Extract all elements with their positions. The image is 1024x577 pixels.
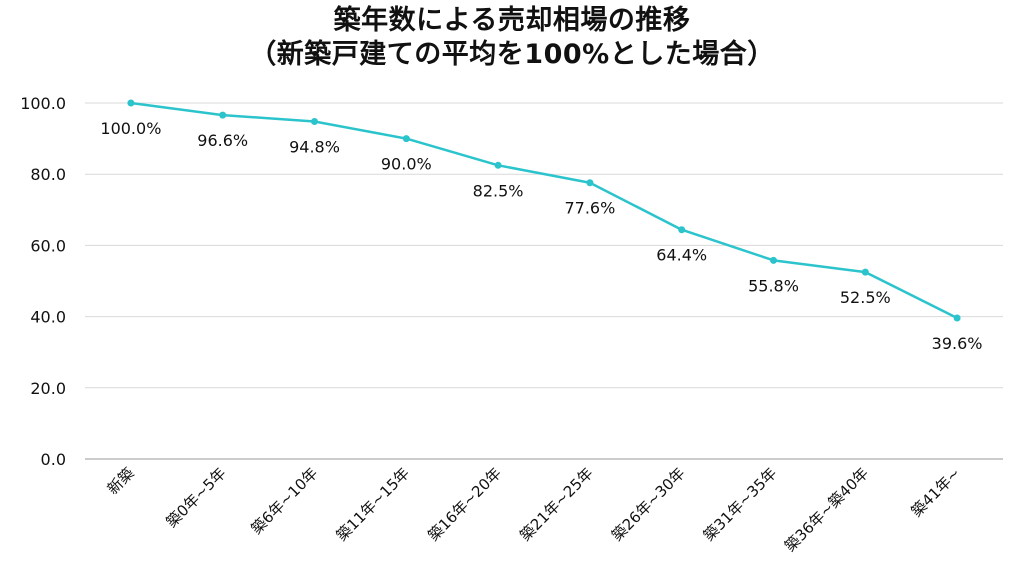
x-tick-label: 築16年~20年 xyxy=(424,464,504,544)
data-point xyxy=(219,111,227,119)
data-label: 52.5% xyxy=(840,288,891,307)
x-tick-label: 築0年~5年 xyxy=(163,464,230,531)
data-point xyxy=(861,268,869,276)
y-tick-label: 60.0 xyxy=(30,236,66,255)
y-tick-label: 20.0 xyxy=(30,379,66,398)
data-label: 82.5% xyxy=(473,181,524,200)
x-tick-label: 築41年~ xyxy=(908,464,964,520)
x-tick-label: 築26年~30年 xyxy=(608,464,688,544)
x-tick-label: 築36年~築40年 xyxy=(781,464,872,555)
data-label: 94.8% xyxy=(289,138,340,157)
data-point xyxy=(311,118,318,126)
data-label: 39.6% xyxy=(932,334,983,353)
data-label: 55.8% xyxy=(748,276,799,295)
x-tick-label: 築31年~35年 xyxy=(700,464,780,544)
y-tick-label: 0.0 xyxy=(41,450,66,469)
x-tick-label: 築6年~10年 xyxy=(248,464,322,538)
data-label: 100.0% xyxy=(100,119,161,138)
data-point xyxy=(770,256,777,264)
x-tick-label: 新築 xyxy=(104,464,138,498)
data-point xyxy=(678,226,686,234)
x-tick-label: 築11年~15年 xyxy=(333,464,413,544)
data-point xyxy=(953,314,961,322)
data-point xyxy=(127,99,135,107)
data-label: 90.0% xyxy=(381,155,432,174)
y-tick-label: 40.0 xyxy=(30,308,66,327)
chart-title-line-1: 築年数による売却相場の推移 xyxy=(333,5,691,36)
data-label: 96.6% xyxy=(197,131,248,150)
x-tick-label: 築21年~25年 xyxy=(516,464,596,544)
series-line xyxy=(130,101,958,320)
y-tick-label: 80.0 xyxy=(30,165,66,184)
data-point xyxy=(402,135,410,143)
chart-title: 築年数による売却相場の推移 （新築戸建ての平均を100%とした場合） xyxy=(0,4,1024,72)
data-point xyxy=(494,161,502,169)
data-point xyxy=(586,179,594,187)
data-label: 64.4% xyxy=(656,246,707,265)
data-label: 77.6% xyxy=(564,199,615,218)
chart-title-line-2: （新築戸建ての平均を100%とした場合） xyxy=(249,39,775,70)
y-tick-label: 100.0 xyxy=(20,94,66,113)
